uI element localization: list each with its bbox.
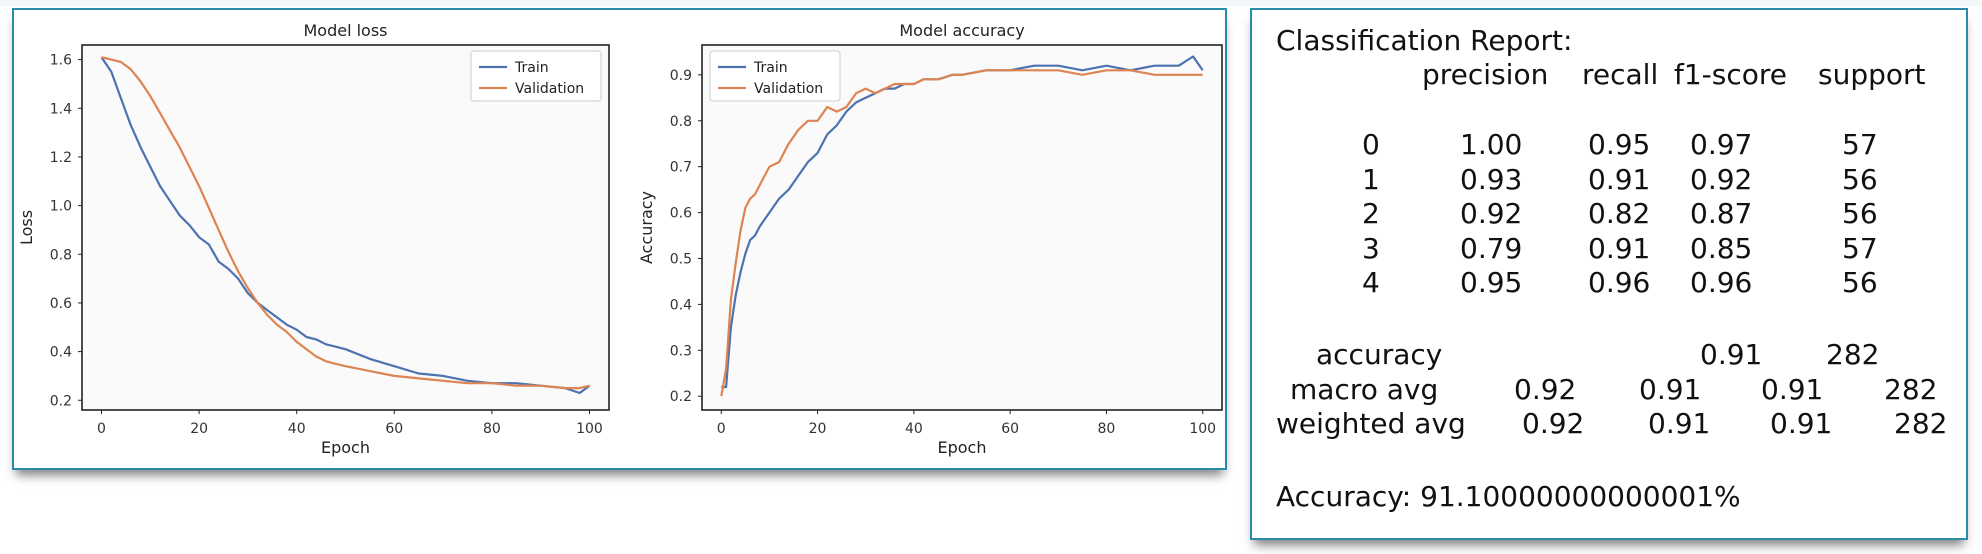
report-row-recall: 0.96: [1588, 266, 1651, 299]
top-strip: [0, 0, 1982, 6]
legend-label: Validation: [515, 81, 584, 97]
y-tick-label: 0.2: [50, 393, 72, 409]
report-row-recall: 0.91: [1588, 231, 1651, 265]
report-row-recall: 0.82: [1588, 197, 1651, 230]
report-row-label: 4: [1362, 266, 1380, 299]
weighted-row-f1: 0.91: [1770, 407, 1833, 440]
macro-row-precision: 0.92: [1514, 373, 1577, 406]
y-tick-label: 0.6: [50, 296, 72, 312]
report-row-precision: 0.92: [1460, 197, 1523, 230]
y-tick-label: 0.8: [50, 247, 72, 263]
x-axis-label: Epoch: [321, 438, 370, 457]
series-line-validation: [101, 56, 590, 390]
x-tick-label: 40: [905, 421, 923, 437]
legend-label: Validation: [754, 81, 823, 97]
x-tick-label: 0: [97, 421, 106, 437]
x-tick-label: 60: [385, 421, 403, 437]
legend-label: Train: [514, 60, 549, 76]
y-axis-label: Accuracy: [637, 191, 656, 264]
x-tick-label: 80: [483, 421, 501, 437]
x-tick-label: 100: [576, 421, 603, 437]
report-row-label: 1: [1362, 162, 1380, 196]
y-tick-label: 0.7: [670, 160, 692, 176]
x-axis-label: Epoch: [938, 438, 987, 457]
report-row-precision: 0.93: [1460, 162, 1523, 196]
report-row-f1: 0.92: [1690, 162, 1753, 196]
y-axis-label: Loss: [17, 210, 36, 245]
macro-row-f1: 0.91: [1761, 373, 1824, 406]
header-support: support: [1818, 58, 1926, 91]
legend-label: Train: [753, 60, 788, 76]
report-row-support: 57: [1842, 128, 1878, 161]
report-row-label: 3: [1362, 231, 1380, 265]
header-precision: precision: [1422, 58, 1549, 91]
report-row-support: 56: [1842, 266, 1878, 299]
report-row-f1: 0.97: [1690, 128, 1753, 161]
x-tick-label: 100: [1189, 421, 1216, 437]
report-row-f1: 0.87: [1690, 197, 1753, 230]
macro-row-label: macro avg: [1290, 373, 1439, 406]
chart-title: Model accuracy: [899, 21, 1024, 40]
series-line-validation: [720, 69, 1203, 397]
y-tick-label: 0.4: [670, 297, 692, 313]
y-tick-label: 0.2: [670, 389, 692, 405]
plot-area: [701, 44, 1223, 411]
y-tick-label: 0.8: [670, 114, 692, 130]
accuracy-row-f1: 0.91: [1700, 338, 1763, 371]
accuracy-row-support: 282: [1826, 338, 1880, 371]
macro-row-recall: 0.91: [1639, 373, 1702, 406]
y-tick-label: 1.2: [50, 150, 72, 166]
report-row-support: 56: [1842, 197, 1878, 230]
header-recall: recall: [1582, 58, 1659, 91]
model-loss-chart: Model loss 0 20 40 60 80 100 0.2 0.4 0.6 0.8 1.0 1.2…: [17, 21, 610, 457]
y-tick-label: 0.6: [670, 206, 692, 222]
report-row-recall: 0.91: [1588, 162, 1651, 196]
charts-svg: Model loss 0 20 40 60 80 100 0.2 0.4 0.6 0.8 1.0 1.2…: [17, 21, 1223, 457]
weighted-row-recall: 0.91: [1648, 407, 1711, 440]
y-tick-label: 1.0: [50, 199, 72, 215]
x-tick-label: 0: [717, 421, 726, 437]
header-f1-score: f1-score: [1674, 58, 1788, 91]
weighted-row-support: 282: [1894, 407, 1948, 440]
report-row-label: 2: [1362, 197, 1380, 230]
chart-title: Model loss: [303, 21, 387, 40]
macro-row-support: 282: [1884, 373, 1938, 406]
model-accuracy-chart: Model accuracy 0 20 40 60 80 100 0.2 0.3 0.4 0.5 0.…: [637, 21, 1223, 457]
weighted-row-precision: 0.92: [1522, 407, 1585, 440]
series-line-train: [100, 56, 591, 395]
y-tick-label: 0.5: [670, 251, 692, 267]
y-tick-label: 1.6: [50, 53, 72, 69]
report-row-support: 56: [1842, 162, 1878, 196]
accuracy-row-label: accuracy: [1316, 338, 1443, 371]
report-row-support: 57: [1842, 231, 1878, 265]
report-row-label: 0: [1362, 128, 1380, 161]
report-row-f1: 0.96: [1690, 266, 1753, 299]
x-tick-label: 20: [190, 421, 208, 437]
x-tick-label: 80: [1098, 421, 1116, 437]
training-plots-panel: Model loss 0 20 40 60 80 100 0.2 0.4 0.6 0.8 1.0 1.2…: [12, 8, 1227, 470]
report-row-precision: 0.95: [1460, 266, 1523, 299]
series-line-train: [721, 55, 1204, 389]
report-row-recall: 0.95: [1588, 128, 1651, 161]
accuracy-summary: Accuracy: 91.10000000000001%: [1276, 480, 1741, 513]
weighted-row-label: weighted avg: [1276, 407, 1466, 440]
y-tick-label: 1.4: [50, 101, 72, 117]
y-tick-label: 0.9: [670, 68, 692, 84]
report-row-f1: 0.85: [1690, 231, 1753, 265]
x-tick-label: 40: [288, 421, 306, 437]
x-tick-label: 20: [809, 421, 827, 437]
y-tick-label: 0.3: [670, 343, 692, 359]
report-row-precision: 1.00: [1460, 128, 1523, 161]
x-tick-label: 60: [1001, 421, 1019, 437]
classification-report-panel: Classification Report: precision recall …: [1250, 8, 1968, 540]
y-tick-label: 0.4: [50, 345, 72, 361]
report-row-precision: 0.79: [1460, 231, 1523, 265]
report-title: Classification Report:: [1276, 24, 1573, 57]
